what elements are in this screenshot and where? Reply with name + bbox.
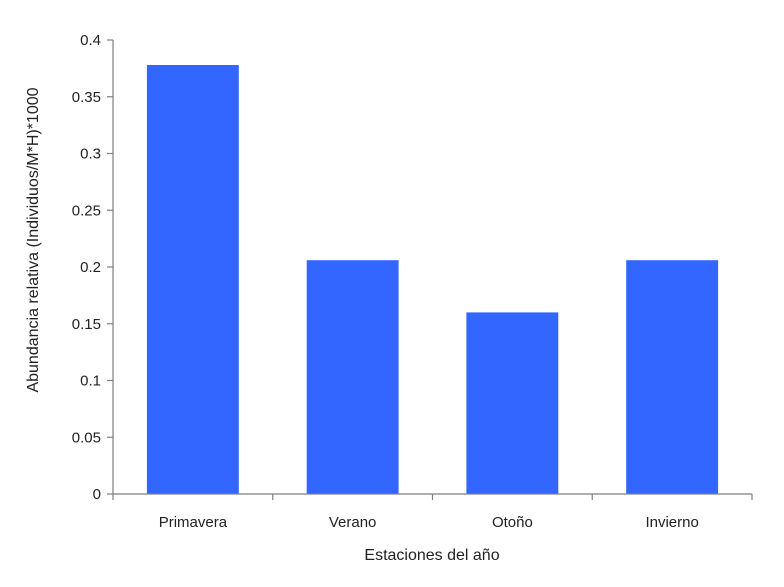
y-tick-label: 0.25 xyxy=(72,202,101,219)
y-tick-label: 0.05 xyxy=(72,429,101,446)
x-category-label: Otoño xyxy=(492,514,533,531)
y-ticks-group: 0 0.05 0.1 0.15 0.2 0.25 0.3 0.35 0.4 xyxy=(72,32,113,503)
x-category-label: Primavera xyxy=(159,514,228,531)
x-category-label: Invierno xyxy=(645,514,698,531)
y-tick-label: 0.15 xyxy=(72,316,101,333)
y-tick-label: 0.4 xyxy=(80,32,101,49)
x-ticks-group: Primavera Verano Otoño Invierno xyxy=(112,494,753,531)
y-tick-label: 0.2 xyxy=(80,259,101,276)
bars-group xyxy=(146,65,719,494)
bar-primavera xyxy=(146,65,239,494)
x-axis-title: Estaciones del año xyxy=(364,547,499,564)
x-category-label: Verano xyxy=(329,514,377,531)
bar-verano xyxy=(306,260,399,494)
y-tick-label: 0.35 xyxy=(72,89,101,106)
y-tick-label: 0.1 xyxy=(80,373,101,390)
y-tick-label: 0 xyxy=(93,486,101,503)
bar-otono xyxy=(466,312,559,494)
bar-invierno xyxy=(626,260,719,494)
y-tick-label: 0.3 xyxy=(80,146,101,163)
y-axis-title: Abundancia relativa (Individuos/M*H)*100… xyxy=(25,87,42,392)
